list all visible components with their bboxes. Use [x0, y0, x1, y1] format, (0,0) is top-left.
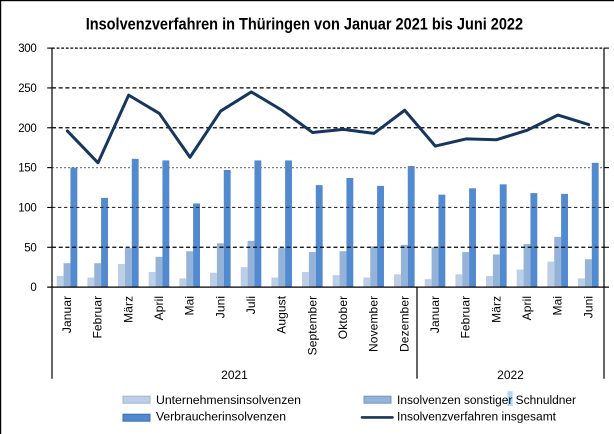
svg-text:50: 50 [24, 242, 36, 254]
svg-text:Verbraucherinsolvenzen: Verbraucherinsolvenzen [156, 409, 286, 423]
svg-text:Juni: Juni [213, 296, 227, 318]
svg-text:Januar: Januar [60, 296, 74, 333]
svg-text:Januar: Januar [428, 296, 442, 333]
svg-text:Juni: Juni [581, 296, 595, 318]
svg-text:200: 200 [18, 123, 36, 135]
svg-text:150: 150 [18, 163, 36, 175]
svg-text:Unternehmensinsolvenzen: Unternehmensinsolvenzen [156, 393, 301, 407]
svg-text:Dezember: Dezember [397, 296, 411, 352]
svg-text:Oktober: Oktober [336, 296, 350, 339]
svg-text:2022: 2022 [497, 368, 524, 382]
svg-text:0: 0 [30, 282, 36, 294]
svg-text:Juli: Juli [244, 296, 258, 314]
svg-text:Mai: Mai [551, 296, 565, 316]
svg-text:2021: 2021 [221, 368, 248, 382]
svg-text:März: März [121, 296, 135, 323]
svg-text:Insolvenzen sonstiger Schnuldn: Insolvenzen sonstiger Schnuldner [397, 393, 576, 407]
svg-text:September: September [305, 296, 319, 356]
svg-text:Mai: Mai [183, 296, 197, 316]
svg-text:April: April [152, 296, 166, 321]
svg-text:November: November [367, 296, 381, 352]
svg-text:März: März [489, 296, 503, 323]
svg-text:August: August [275, 295, 289, 334]
svg-text:250: 250 [18, 83, 36, 95]
svg-text:Insolvenzverfahren in Thüringe: Insolvenzverfahren in Thüringen von Janu… [86, 14, 523, 33]
svg-text:100: 100 [18, 202, 36, 214]
svg-text:300: 300 [18, 43, 36, 55]
svg-text:Februar: Februar [91, 296, 105, 339]
svg-text:Februar: Februar [459, 296, 473, 339]
svg-text:Insolvenzverfahren insgesamt: Insolvenzverfahren insgesamt [397, 409, 557, 423]
svg-text:April: April [520, 296, 534, 321]
